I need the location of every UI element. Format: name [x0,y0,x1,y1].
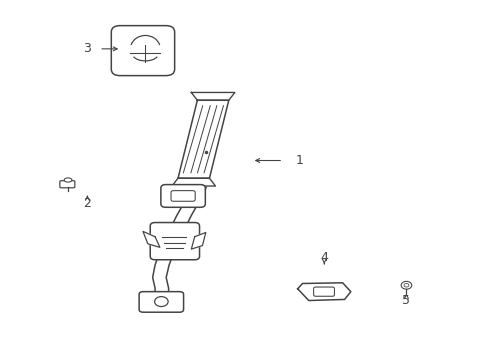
Circle shape [154,297,168,306]
Text: 4: 4 [320,252,327,265]
Circle shape [400,282,411,289]
Polygon shape [191,93,234,100]
FancyBboxPatch shape [161,185,205,207]
FancyBboxPatch shape [60,181,75,188]
Circle shape [403,283,408,287]
FancyBboxPatch shape [111,26,174,76]
Polygon shape [178,100,228,178]
Text: 3: 3 [83,42,91,55]
Ellipse shape [64,178,72,182]
Text: 2: 2 [83,197,91,210]
FancyBboxPatch shape [139,292,183,312]
Text: 1: 1 [296,154,304,167]
Text: 5: 5 [402,294,409,307]
FancyBboxPatch shape [171,191,195,201]
Polygon shape [191,233,205,249]
Polygon shape [297,283,350,301]
FancyBboxPatch shape [313,287,334,296]
Polygon shape [172,178,215,186]
Polygon shape [142,231,160,247]
FancyBboxPatch shape [150,222,199,260]
